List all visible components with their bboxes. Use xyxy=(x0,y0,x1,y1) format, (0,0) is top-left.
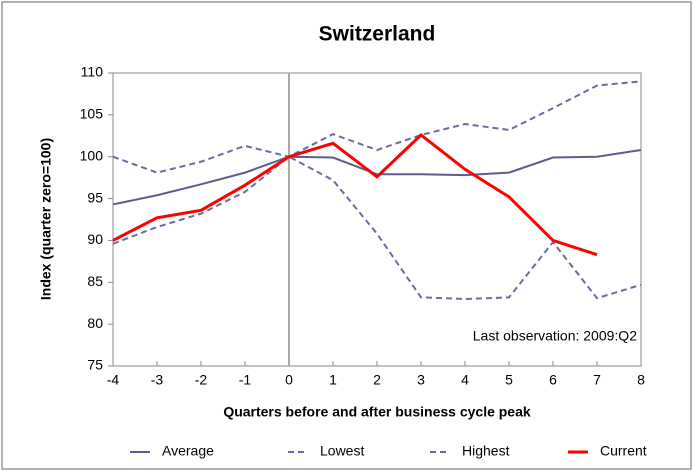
series-line xyxy=(112,149,642,206)
x-tick-label: -2 xyxy=(195,372,208,388)
y-axis-label: Index (quarter zero=100) xyxy=(38,138,54,300)
legend-label: Highest xyxy=(462,443,510,459)
x-tick-label: 1 xyxy=(329,372,337,388)
x-tick-label: 5 xyxy=(505,372,513,388)
series-line xyxy=(112,80,642,174)
y-tick-label: 105 xyxy=(80,106,104,122)
y-tick-label: 100 xyxy=(80,147,104,163)
y-tick-label: 90 xyxy=(87,231,103,247)
x-tick-label: -4 xyxy=(107,372,120,388)
legend-label: Current xyxy=(600,443,647,459)
legend-label: Average xyxy=(162,443,214,459)
x-tick-label: 7 xyxy=(593,372,601,388)
chart-title: Switzerland xyxy=(319,23,436,46)
annotation: Last observation: 2009:Q2 xyxy=(473,328,637,344)
x-axis-label: Quarters before and after business cycle… xyxy=(223,404,531,420)
x-tick-label: -3 xyxy=(151,372,164,388)
series-line xyxy=(112,132,598,257)
y-tick-label: 95 xyxy=(87,189,103,205)
x-tick-label: 8 xyxy=(637,372,645,388)
y-tick-label: 75 xyxy=(87,357,103,373)
x-tick-label: 0 xyxy=(285,372,293,388)
x-tick-label: 3 xyxy=(417,372,425,388)
y-tick-label: 85 xyxy=(87,273,103,289)
y-tick-label: 80 xyxy=(87,315,103,331)
legend-label: Lowest xyxy=(320,443,364,459)
x-tick-label: 4 xyxy=(461,372,469,388)
series-line xyxy=(112,155,642,301)
x-tick-label: 2 xyxy=(373,372,381,388)
x-tick-label: 6 xyxy=(549,372,557,388)
y-tick-label: 110 xyxy=(81,64,104,80)
x-tick-label: -1 xyxy=(239,372,252,388)
